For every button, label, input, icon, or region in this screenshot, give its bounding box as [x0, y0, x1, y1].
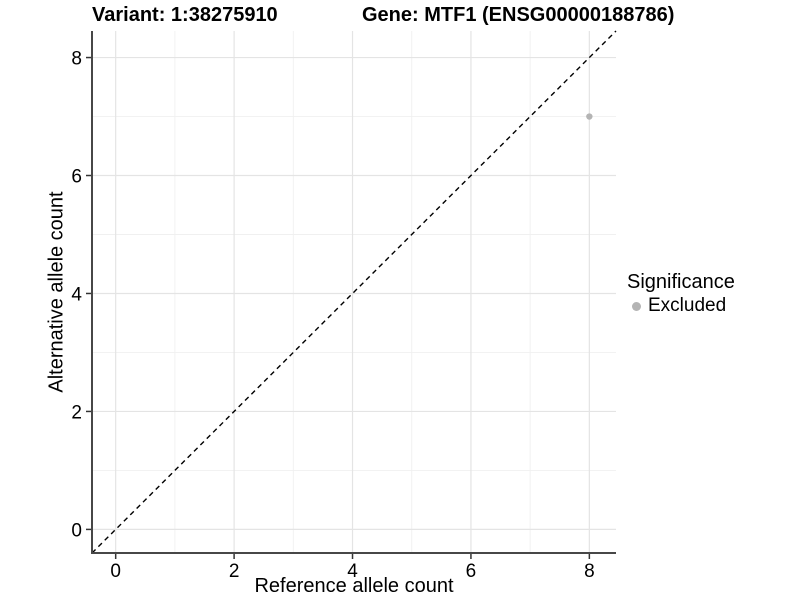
- svg-text:0: 0: [110, 561, 121, 582]
- excluded-point-icon: [632, 301, 641, 311]
- axis-tick-marks: [86, 56, 591, 559]
- svg-text:2: 2: [229, 561, 240, 582]
- svg-text:0: 0: [71, 520, 82, 541]
- svg-text:6: 6: [71, 167, 82, 188]
- legend-item-label: Excluded: [648, 295, 727, 316]
- svg-text:6: 6: [466, 561, 477, 582]
- identity-diagonal-line: [91, 30, 617, 554]
- svg-text:8: 8: [71, 49, 82, 70]
- axis-tick-labels: 0 2 4 6 8 0 2 4 6 8: [71, 49, 594, 582]
- svg-text:4: 4: [347, 561, 358, 582]
- plot-title-gene: Gene: MTF1 (ENSG00000188786): [362, 4, 675, 26]
- grid-minor-lines: [92, 31, 616, 553]
- legend-item-excluded: Excluded: [627, 295, 735, 317]
- axis-lines: [91, 31, 616, 554]
- svg-text:4: 4: [71, 284, 82, 305]
- x-axis-title: Reference allele count: [254, 575, 454, 597]
- y-axis-title: Alternative allele count: [45, 191, 68, 393]
- legend: Significance Excluded: [627, 270, 735, 317]
- data-points: [586, 113, 593, 120]
- plot-title-variant: Variant: 1:38275910: [92, 4, 278, 26]
- grid-major-lines: [92, 31, 616, 553]
- svg-text:8: 8: [584, 561, 595, 582]
- svg-text:2: 2: [71, 402, 82, 423]
- legend-title: Significance: [627, 271, 735, 293]
